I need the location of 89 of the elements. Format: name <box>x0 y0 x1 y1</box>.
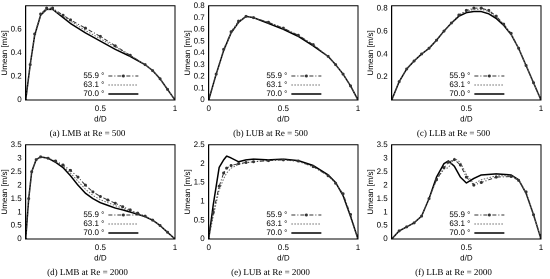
y-tick-label: 1 <box>17 207 22 216</box>
y-tick-label: 1.5 <box>194 178 206 187</box>
y-tick-label: 3 <box>17 153 22 162</box>
legend-label: 55.9 ° <box>83 71 104 80</box>
y-tick-label: 0.6 <box>376 26 388 36</box>
y-axis-title: Umean [m/s] <box>0 169 10 215</box>
legend-label: 70.0 ° <box>266 228 288 238</box>
y-tick-label: 0 <box>200 95 206 104</box>
text: (e) LUB at Re = 2000 <box>231 266 310 277</box>
legend-label: 70.0 ° <box>449 228 470 238</box>
y-tick-label: 0 <box>17 95 22 104</box>
y-tick-label: 0.1 <box>194 83 206 92</box>
text: (a) LMB at Re = 500 <box>50 128 126 138</box>
y-tick-label: 0.8 <box>376 3 388 12</box>
y-tick-label: 0.2 <box>194 72 206 81</box>
text: (f) LLB at Re = 2000 <box>415 266 492 277</box>
x-axis-title: d/D <box>277 254 290 263</box>
y-tick-label: 0.5 <box>376 220 388 230</box>
y-axis-title: Umean [m/s] <box>183 30 192 76</box>
x-axis-title: d/D <box>460 114 473 124</box>
y-tick-label: 2.5 <box>376 166 388 176</box>
legend-label: 63.1 ° <box>266 219 288 228</box>
legend-label: 55.9 ° <box>266 210 288 220</box>
legend-label: 70.0 ° <box>83 89 104 98</box>
x-tick-label: 1 <box>172 104 178 114</box>
y-tick-label: 2 <box>17 180 22 190</box>
y-tick-label: 2.5 <box>194 140 206 150</box>
y-tick-label: 0 <box>383 234 388 244</box>
x-tick-label: 0.5 <box>460 104 472 114</box>
y-tick-label: 0.5 <box>194 36 206 46</box>
y-tick-label: 3 <box>383 153 388 162</box>
y-tick-label: 1.5 <box>10 194 22 203</box>
x-tick-label: 0.5 <box>94 243 106 252</box>
y-tick-label: 2 <box>200 158 206 168</box>
legend-label: 63.1 ° <box>266 80 288 90</box>
y-tick-label: 0.7 <box>194 12 206 22</box>
y-tick-label: 0.5 <box>194 215 206 224</box>
x-axis-title: d/D <box>94 254 107 263</box>
legend-label: 63.1 ° <box>83 219 104 228</box>
y-axis-title: Umean [m/s] <box>0 30 10 76</box>
y-tick-label: 0.4 <box>194 48 206 58</box>
y-tick-label: 2 <box>383 180 388 190</box>
legend-label: 70.0 ° <box>449 89 470 98</box>
x-axis-title: d/D <box>94 114 107 124</box>
y-tick-label: 0.5 <box>10 220 22 230</box>
legend-label: 63.1 ° <box>449 80 470 90</box>
text: (b) LUB at Re = 500 <box>233 128 308 138</box>
y-tick-label: 3.5 <box>376 140 388 150</box>
y-tick-label: 1 <box>383 207 388 216</box>
legend-label: 55.9 ° <box>266 71 288 80</box>
y-tick-label: 0 <box>200 234 206 244</box>
legend-label: 63.1 ° <box>83 80 104 90</box>
x-tick-label: 1 <box>356 243 361 252</box>
x-tick-label: 0.5 <box>94 104 106 114</box>
x-axis-title: d/D <box>460 254 473 263</box>
legend-label: 55.9 ° <box>83 210 104 220</box>
x-tick-label: 0.5 <box>278 243 290 252</box>
y-tick-label: 0.6 <box>10 24 22 34</box>
x-tick-label: 0 <box>206 243 212 252</box>
y-tick-label: 0.8 <box>194 1 206 10</box>
x-tick-label: 0.5 <box>278 104 290 114</box>
x-tick-label: 1 <box>172 243 178 252</box>
y-tick-label: 0.4 <box>376 49 388 58</box>
legend-label: 55.9 ° <box>449 71 470 80</box>
y-tick-label: 0.3 <box>194 60 206 69</box>
x-tick-label: 1 <box>538 243 544 252</box>
y-tick-label: 0.2 <box>376 72 388 82</box>
text: (d) LMB at Re = 2000 <box>47 266 128 277</box>
legend-label: 55.9 ° <box>449 210 470 220</box>
y-tick-label: 1 <box>200 196 206 206</box>
x-tick-label: 1 <box>356 104 361 114</box>
y-axis-title: Umean [m/s] <box>366 30 376 76</box>
y-tick-label: 1.5 <box>376 194 388 203</box>
text: (c) LLB at Re = 500 <box>416 128 491 138</box>
legend-label: 70.0 ° <box>83 228 104 238</box>
x-tick-label: 1 <box>538 104 544 114</box>
y-axis-title: Umean [m/s] <box>183 169 192 215</box>
y-tick-label: 2.5 <box>10 166 22 176</box>
legend-label: 63.1 ° <box>449 219 470 228</box>
y-axis-title: Umean [m/s] <box>366 169 376 215</box>
x-tick-label: 0 <box>206 104 212 114</box>
y-tick-label: 0.6 <box>194 24 206 34</box>
x-tick-label: 0.5 <box>460 243 472 252</box>
y-tick-label: 0 <box>17 234 22 244</box>
y-tick-label: 0.2 <box>10 72 22 81</box>
x-axis-title: d/D <box>277 114 290 124</box>
y-tick-label: 3.5 <box>10 140 22 150</box>
legend-label: 70.0 ° <box>266 89 288 98</box>
y-tick-label: 0.4 <box>10 48 22 58</box>
